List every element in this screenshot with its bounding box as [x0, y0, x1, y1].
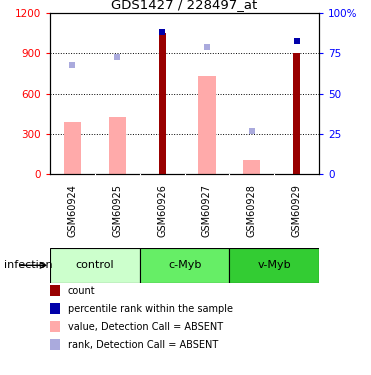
Text: GSM60927: GSM60927 [202, 184, 212, 237]
Text: GSM60928: GSM60928 [247, 184, 257, 237]
Text: c-Myb: c-Myb [168, 260, 201, 270]
Bar [243, 160, 260, 174]
Text: infection: infection [4, 260, 52, 270]
Bar [198, 76, 216, 174]
Text: percentile rank within the sample: percentile rank within the sample [68, 304, 233, 313]
Text: GSM60926: GSM60926 [157, 184, 167, 237]
Text: count: count [68, 286, 95, 296]
Text: GSM60929: GSM60929 [292, 184, 302, 237]
Bar [140, 248, 229, 283]
Bar [64, 122, 81, 174]
Bar [50, 248, 140, 283]
Text: GSM60924: GSM60924 [68, 184, 78, 237]
Bar [293, 53, 300, 174]
Text: rank, Detection Call = ABSENT: rank, Detection Call = ABSENT [68, 340, 218, 350]
Text: v-Myb: v-Myb [257, 260, 291, 270]
Text: GSM60925: GSM60925 [112, 184, 122, 237]
Text: value, Detection Call = ABSENT: value, Detection Call = ABSENT [68, 322, 223, 332]
Bar [229, 248, 319, 283]
Title: GDS1427 / 228497_at: GDS1427 / 228497_at [111, 0, 258, 10]
Bar [109, 117, 126, 174]
Text: control: control [76, 260, 114, 270]
Bar [159, 33, 165, 174]
